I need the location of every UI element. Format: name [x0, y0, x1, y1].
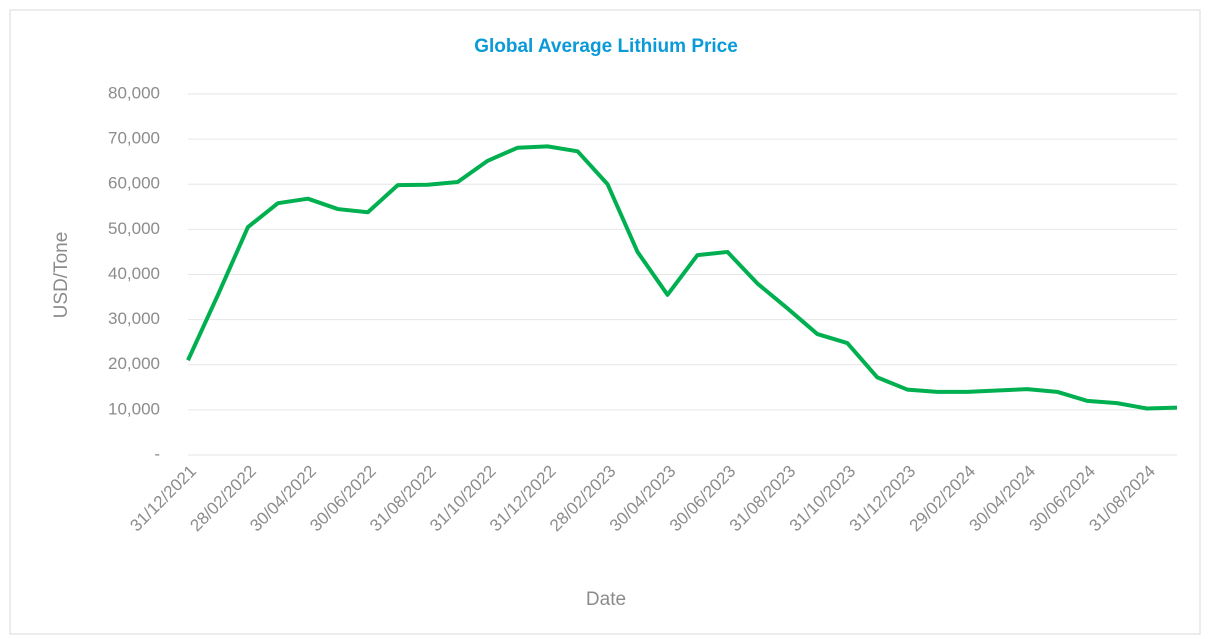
y-tick-label: 40,000: [108, 264, 160, 283]
x-axis-label: Date: [586, 589, 626, 610]
y-tick-label: 60,000: [108, 174, 160, 193]
chart-title: Global Average Lithium Price: [474, 36, 738, 57]
y-tick-label: 10,000: [108, 399, 160, 418]
y-axis-label: USD/Tone: [51, 232, 72, 319]
y-tick-label: 80,000: [108, 83, 160, 102]
chart-border: [9, 9, 1201, 635]
data-line: [186, 144, 1178, 411]
y-tick-label: 50,000: [108, 219, 160, 238]
y-tick-label: 30,000: [108, 309, 160, 328]
y-tick-label: 20,000: [108, 354, 160, 373]
y-tick-label: 70,000: [108, 129, 160, 148]
y-tick-label: -: [154, 444, 160, 463]
